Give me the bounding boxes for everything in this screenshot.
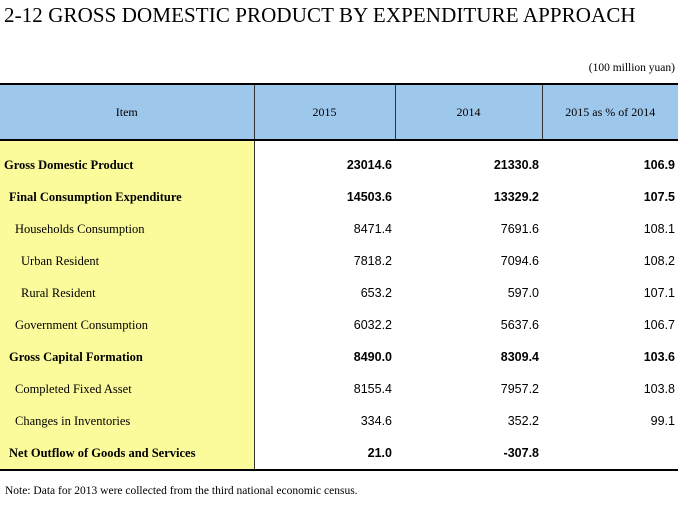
row-value-pct: 108.1 [643,222,675,236]
row-value-2014: 13329.2 [493,190,539,204]
row-value-2014: 8309.4 [500,350,539,364]
row-value-pct: 103.6 [643,350,675,364]
row-item-label: Changes in Inventories [0,405,255,437]
row-value-2014: 5637.6 [500,318,539,332]
row-value-pct: 99.1 [650,414,675,428]
header-2014: 2014 [395,83,543,141]
header-2015: 2015 [254,83,396,141]
row-value-pct: 106.7 [643,318,675,332]
row-item-label: Final Consumption Expenditure [0,181,255,213]
row-value-2015: 8471.4 [353,222,392,236]
row-value-2014: 597.0 [507,286,539,300]
unit-label: (100 million yuan) [588,62,675,74]
table-row: Households Consumption 8471.4 7691.6 108.1 [0,213,678,245]
row-value-2015: 8490.0 [353,350,392,364]
table-body: Gross Domestic Product 23014.6 21330.8 106.… [0,140,678,471]
row-value-2015: 7818.2 [353,254,392,268]
row-value-2014: 7957.2 [500,382,539,396]
row-value-2015: 23014.6 [346,158,392,172]
table-row: Net Outflow of Goods and Services 21.0 -30… [0,437,678,471]
row-value-2015: 334.6 [360,414,392,428]
row-item-label: Government Consumption [0,309,255,341]
row-value-2015: 6032.2 [353,318,392,332]
row-value-2014: 7094.6 [500,254,539,268]
row-item-label: Gross Domestic Product [0,140,255,181]
row-item-label: Urban Resident [0,245,255,277]
row-item-label: Net Outflow of Goods and Services [0,437,255,471]
row-value-2014: 21330.8 [493,158,539,172]
row-value-pct: 108.2 [643,254,675,268]
table-row: Government Consumption 6032.2 5637.6 106.7 [0,309,678,341]
table-row: Gross Capital Formation 8490.0 8309.4 103.6 [0,341,678,373]
row-value-2015: 14503.6 [346,190,392,204]
row-value-2015: 21.0 [254,437,395,471]
row-item-label: Completed Fixed Asset [0,373,255,405]
row-value-pct: 107.1 [643,286,675,300]
table-row: Rural Resident 653.2 597.0 107.1 [0,277,678,309]
row-value-2014: 352.2 [507,414,539,428]
page-title: 2-12 GROSS DOMESTIC PRODUCT BY EXPENDITU… [4,3,636,27]
row-item-label: Households Consumption [0,213,255,245]
row-value-2014: -307.8 [395,437,542,471]
table-row: Urban Resident 7818.2 7094.6 108.2 [0,245,678,277]
row-value-pct: 103.8 [643,382,675,396]
row-value-2015: 8155.4 [353,382,392,396]
header-item: Item [0,83,255,141]
row-value-pct [542,437,678,471]
table-row: Gross Domestic Product 23014.6 21330.8 106.… [0,140,678,181]
row-value-pct: 107.5 [643,190,675,204]
table-row: Completed Fixed Asset 8155.4 7957.2 103.8 [0,373,678,405]
row-value-pct: 106.9 [643,158,675,172]
table-row: Changes in Inventories 334.6 352.2 99.1 [0,405,678,437]
gdp-expenditure-table: Item 2015 2014 2015 as % of 2014 Gross D… [0,83,678,471]
header-row: Item 2015 2014 2015 as % of 2014 [0,83,678,141]
header-pct: 2015 as % of 2014 [542,83,678,141]
row-value-2014: 7691.6 [500,222,539,236]
row-item-label: Gross Capital Formation [0,341,255,373]
row-value-2015: 653.2 [360,286,392,300]
footnote: Note: Data for 2013 were collected from … [5,485,358,497]
table-row: Final Consumption Expenditure 14503.6 1332… [0,181,678,213]
row-item-label: Rural Resident [0,277,255,309]
